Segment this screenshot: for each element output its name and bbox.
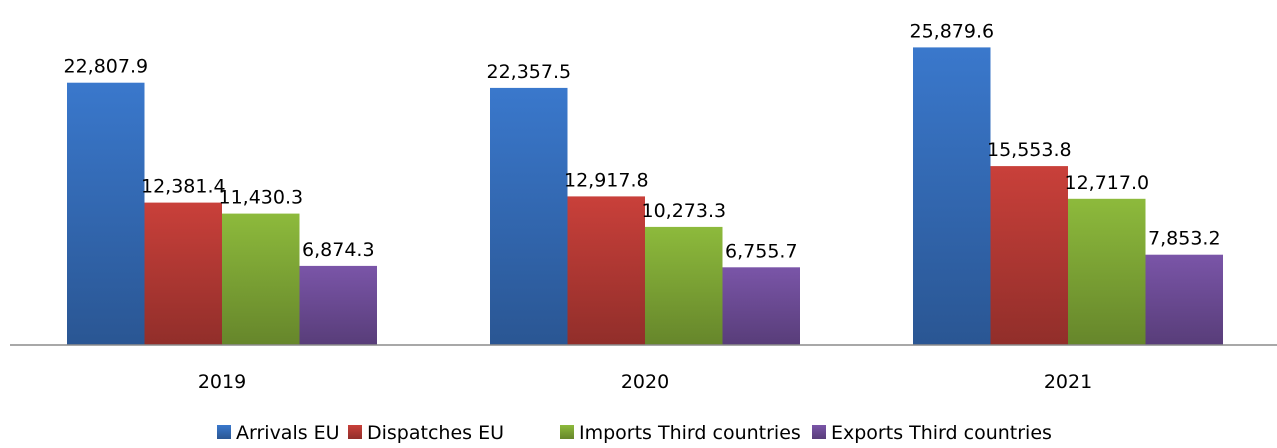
legend-swatch-imports-third-countries (560, 425, 574, 439)
bars (67, 47, 1223, 346)
legend-item-imports-third-countries: Imports Third countries (560, 422, 801, 444)
legend-item-dispatches-eu: Dispatches EU (348, 422, 504, 444)
legend-item-exports-third-countries: Exports Third countries (812, 422, 1052, 444)
data-label-2021-dispatches-eu: 15,553.8 (987, 139, 1072, 161)
bar-2019-dispatches-eu (144, 202, 222, 345)
legend-label-exports-third-countries: Exports Third countries (831, 422, 1052, 444)
data-label-2021-imports-third-countries: 12,717.0 (1064, 172, 1149, 194)
bar-2020-exports-third-countries (722, 267, 800, 345)
legend-swatch-arrivals-eu (217, 425, 231, 439)
data-label-2020-imports-third-countries: 10,273.3 (641, 200, 726, 222)
data-label-2020-arrivals-eu: 22,357.5 (486, 61, 571, 83)
legend-item-arrivals-eu: Arrivals EU (217, 422, 340, 444)
bar-2020-dispatches-eu (567, 196, 645, 345)
data-labels: 22,807.9 12,381.411,430.3 6,874.3 22,357.5 1… (63, 20, 1220, 262)
data-label-2021-arrivals-eu: 25,879.6 (909, 20, 994, 42)
data-label-2020-dispatches-eu: 12,917.8 (564, 169, 649, 191)
bar-2020-imports-third-countries (645, 226, 723, 345)
legend: Arrivals EU Dispatches EU Imports Third co… (217, 422, 1052, 444)
data-label-2021-exports-third-countries: 7,853.2 (1148, 228, 1221, 250)
data-label-2020-exports-third-countries: 6,755.7 (725, 240, 798, 262)
bar-2019-exports-third-countries (299, 265, 377, 345)
bar-2021-imports-third-countries (1068, 198, 1146, 345)
legend-swatch-dispatches-eu (348, 425, 362, 439)
x-tick-label-2020: 2020 (621, 371, 669, 393)
bar-2019-arrivals-eu (67, 82, 145, 345)
legend-swatch-exports-third-countries (812, 425, 826, 439)
data-label-2019-dispatches-eu: 12,381.4 (141, 176, 226, 198)
x-tick-label-2019: 2019 (198, 371, 246, 393)
x-tick-labels: 2019 2020 2021 (198, 371, 1092, 393)
legend-label-arrivals-eu: Arrivals EU (236, 422, 340, 444)
data-label-2019-exports-third-countries: 6,874.3 (302, 239, 375, 261)
x-tick-label-2021: 2021 (1044, 371, 1092, 393)
legend-label-dispatches-eu: Dispatches EU (367, 422, 504, 444)
bar-2021-arrivals-eu (913, 47, 991, 346)
bar-2020-arrivals-eu (490, 87, 568, 346)
bar-2021-exports-third-countries (1145, 254, 1223, 345)
bar-2019-imports-third-countries (222, 213, 300, 345)
data-label-2019-arrivals-eu: 22,807.9 (63, 56, 148, 78)
data-label-2019-imports-third-countries: 11,430.3 (218, 187, 303, 209)
legend-label-imports-third-countries: Imports Third countries (579, 422, 801, 444)
bar-2021-dispatches-eu (990, 166, 1068, 345)
